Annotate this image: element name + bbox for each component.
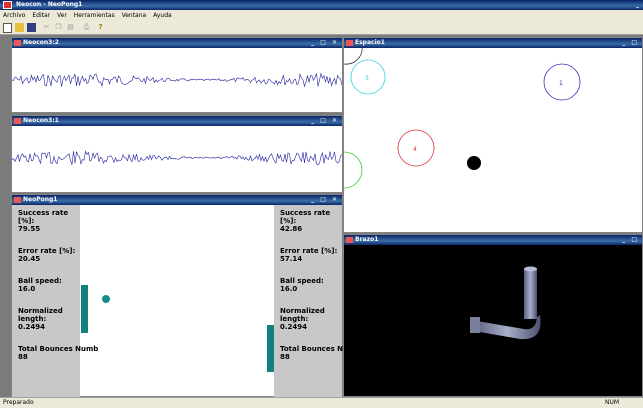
status-bar: Preparado NUM xyxy=(0,397,643,408)
neocon3-1-window: Neocon3:1 _ □ ✕ xyxy=(11,115,343,193)
left-success-value: 79.55 xyxy=(18,225,41,233)
window-controls-icon[interactable]: _ □ ✕ xyxy=(311,39,339,46)
help-icon[interactable]: ? xyxy=(98,23,103,31)
left-error-label: Error rate [%]: xyxy=(18,247,76,255)
window-controls-icon[interactable]: _ □ ✕ xyxy=(311,196,339,203)
robot-arm-view xyxy=(470,266,541,340)
brazo-window: Brazo1 _ □ xyxy=(343,234,643,397)
num-lock-indicator: NUM xyxy=(605,399,620,406)
neopong-titlebar: NeoPong1 _ □ ✕ xyxy=(12,195,342,205)
window-controls-icon[interactable]: _ □ xyxy=(622,236,639,243)
black-ball xyxy=(467,156,481,170)
new-file-icon[interactable] xyxy=(3,23,12,33)
left-success-label: Success rate [%]: xyxy=(18,209,69,225)
right-success-label: Success rate [%]: xyxy=(280,209,331,225)
signal-plot-1 xyxy=(12,150,342,166)
neopong-window: NeoPong1 _ □ ✕ Success rate [%]: 79.55 E… xyxy=(11,194,361,397)
neocon3-2-titlebar: Neocon3:2 _ □ ✕ xyxy=(12,38,342,48)
right-norm-label: Normalized length: xyxy=(280,307,325,323)
window-icon xyxy=(14,118,21,124)
paste-icon[interactable]: ▤ xyxy=(67,23,74,31)
save-icon[interactable] xyxy=(27,23,36,32)
brazo-title: Brazo1 xyxy=(355,236,379,243)
circle-3 xyxy=(350,59,386,95)
menu-archivo[interactable]: Archivo xyxy=(3,12,26,19)
toolbar: ✂ ❐ ▤ ⎙ ? xyxy=(0,21,643,35)
window-icon xyxy=(14,40,21,46)
right-error-label: Error rate [%]: xyxy=(280,247,338,255)
right-paddle xyxy=(267,325,274,372)
left-error-value: 20.45 xyxy=(18,255,41,263)
app-titlebar: Neocon - NeoPong1 _ xyxy=(0,0,643,10)
right-bounces-value: 88 xyxy=(280,353,290,361)
right-norm-value: 0.2494 xyxy=(280,323,308,331)
right-error-value: 57.14 xyxy=(280,255,303,263)
right-player-panel: Success rate [%]: 42.86 Error rate [%]: … xyxy=(274,205,361,397)
cut-icon[interactable]: ✂ xyxy=(43,23,50,31)
left-bounces-label: Total Bounces Numb xyxy=(18,345,99,353)
circle-3-label: 3 xyxy=(365,75,369,82)
espacio-window: Espacio1 _ □ 3 1 4 xyxy=(343,37,643,233)
right-speed-value: 16.0 xyxy=(280,285,298,293)
circle-4-label: 4 xyxy=(413,146,417,153)
brazo-titlebar: Brazo1 _ □ xyxy=(344,235,642,245)
open-folder-icon[interactable] xyxy=(15,23,24,32)
left-player-panel: Success rate [%]: 79.55 Error rate [%]: … xyxy=(12,205,99,397)
right-success-value: 42.86 xyxy=(280,225,303,233)
left-norm-value: 0.2494 xyxy=(18,323,46,331)
left-bounces-value: 88 xyxy=(18,353,28,361)
window-controls-icon[interactable]: _ □ xyxy=(622,39,639,46)
print-icon[interactable]: ⎙ xyxy=(83,23,90,31)
left-speed-value: 16.0 xyxy=(18,285,36,293)
arc-top-left xyxy=(344,48,363,65)
robot-upper-arm xyxy=(524,269,537,319)
circle-4 xyxy=(397,129,435,167)
menu-herramientas[interactable]: Herramientas xyxy=(73,12,115,19)
menu-editar[interactable]: Editar xyxy=(32,12,51,19)
robot-forearm xyxy=(474,315,541,340)
window-icon xyxy=(346,40,353,46)
espacio-canvas: 3 1 4 xyxy=(344,48,581,189)
left-speed-label: Ball speed: xyxy=(18,277,62,285)
circle-1-label: 1 xyxy=(559,80,563,87)
neopong-title: NeoPong1 xyxy=(23,196,58,203)
window-controls-icon[interactable]: _ □ ✕ xyxy=(311,117,339,124)
arc-green xyxy=(344,151,363,189)
signal-plot-2 xyxy=(12,72,342,88)
menu-ayuda[interactable]: Ayuda xyxy=(153,12,172,19)
left-paddle xyxy=(81,285,88,333)
left-norm-label: Normalized length: xyxy=(18,307,63,323)
menu-ventana[interactable]: Ventana xyxy=(121,12,147,19)
neocon3-1-titlebar: Neocon3:1 _ □ ✕ xyxy=(12,116,342,126)
right-bounces-label: Total Bounces Numb xyxy=(280,345,361,353)
espacio-title: Espacio1 xyxy=(355,39,385,46)
neocon3-1-title: Neocon3:1 xyxy=(23,117,59,124)
app-icon xyxy=(3,1,12,9)
menu-ver[interactable]: Ver xyxy=(57,12,67,19)
neocon3-2-title: Neocon3:2 xyxy=(23,39,59,46)
pong-ball xyxy=(102,295,110,303)
espacio-titlebar: Espacio1 _ □ xyxy=(344,38,642,48)
circle-1 xyxy=(543,63,581,101)
status-text: Preparado xyxy=(3,399,34,406)
window-icon xyxy=(14,197,21,203)
window-icon xyxy=(346,237,353,243)
copy-icon[interactable]: ❐ xyxy=(55,23,62,31)
right-speed-label: Ball speed: xyxy=(280,277,324,285)
robot-hand xyxy=(470,317,480,333)
app-title: Neocon - NeoPong1 xyxy=(16,1,83,8)
neocon3-2-window: Neocon3:2 _ □ ✕ xyxy=(11,37,343,113)
minimize-icon[interactable]: _ xyxy=(636,1,639,8)
